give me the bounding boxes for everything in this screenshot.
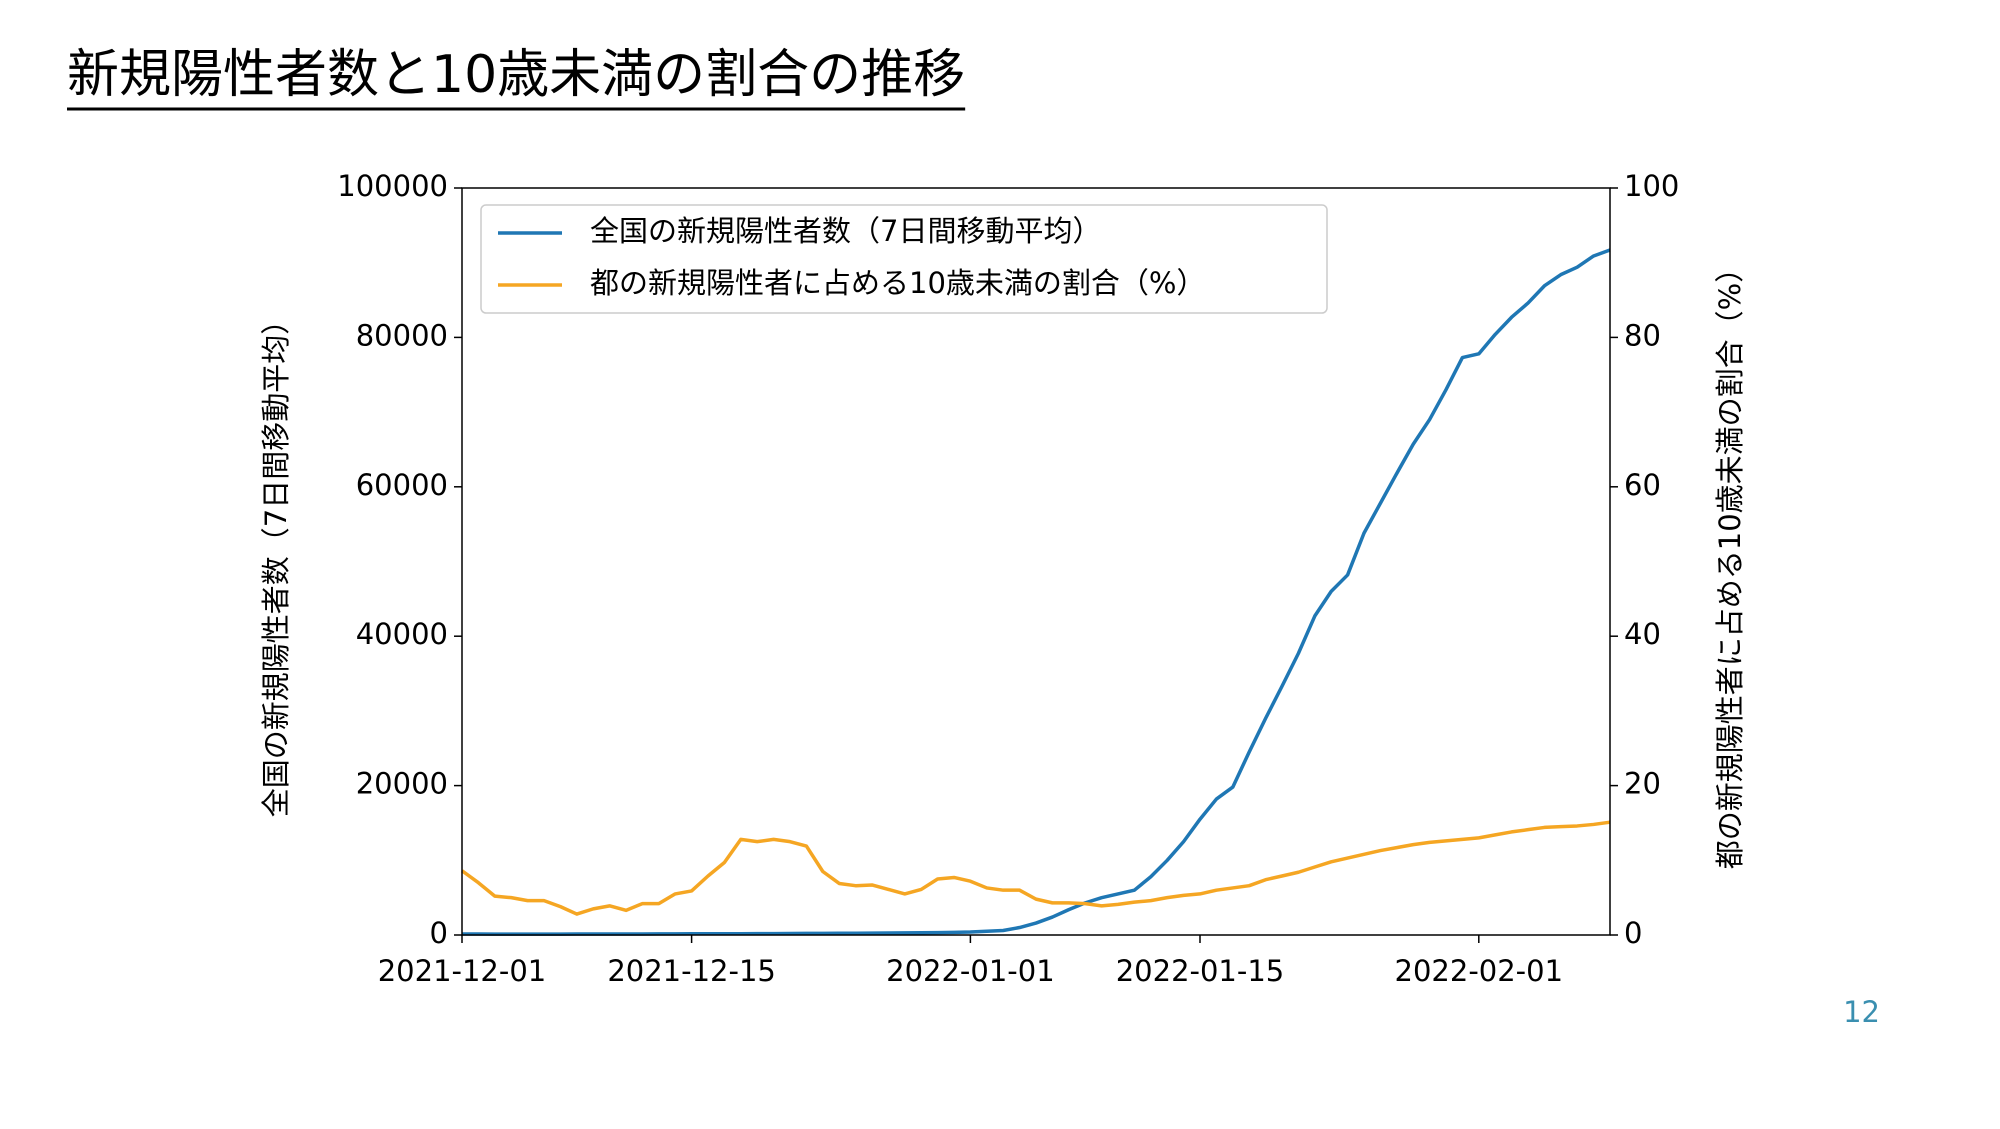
- x-tick-label: 2022-01-01: [886, 954, 1055, 988]
- y-axis-label: 全国の新規陽性者数（7日間移動平均）: [259, 306, 293, 817]
- legend-box: [480, 204, 1328, 314]
- slide-title: 新規陽性者数と10歳未満の割合の推移: [67, 45, 965, 105]
- y2-tick-label: 60: [1624, 468, 1661, 502]
- y2-axis-label: 都の新規陽性者に占める10歳未満の割合（%）: [1713, 254, 1747, 869]
- x-tick-label: 2021-12-01: [378, 954, 547, 988]
- legend-label: 都の新規陽性者に占める10歳未満の割合（%）: [590, 266, 1205, 300]
- y-tick-label: 0: [430, 916, 448, 950]
- y-tick-label: 80000: [356, 318, 448, 352]
- y-tick-label: 20000: [356, 767, 448, 801]
- x-tick-label: 2022-01-15: [1116, 954, 1285, 988]
- y2-tick-label: 0: [1624, 916, 1642, 950]
- y-tick-label: 40000: [356, 617, 448, 651]
- series-line: [462, 248, 1611, 936]
- y-tick-label: 60000: [356, 468, 448, 502]
- y2-tick-label: 80: [1624, 318, 1661, 352]
- y2-tick-label: 20: [1624, 767, 1661, 801]
- legend-label: 全国の新規陽性者数（7日間移動平均）: [590, 214, 1101, 248]
- y2-tick-label: 100: [1624, 169, 1679, 203]
- y2-tick-label: 40: [1624, 617, 1661, 651]
- series-line: [460, 820, 1611, 916]
- x-tick-label: 2022-02-01: [1395, 954, 1564, 988]
- x-tick-label: 2021-12-15: [607, 954, 776, 988]
- plot-frame: [461, 187, 1611, 936]
- y-tick-label: 100000: [337, 169, 448, 203]
- page-number: 12: [1843, 995, 1880, 1029]
- legend: 全国の新規陽性者数（7日間移動平均） 都の新規陽性者に占める10歳未満の割合（%）: [480, 204, 1328, 314]
